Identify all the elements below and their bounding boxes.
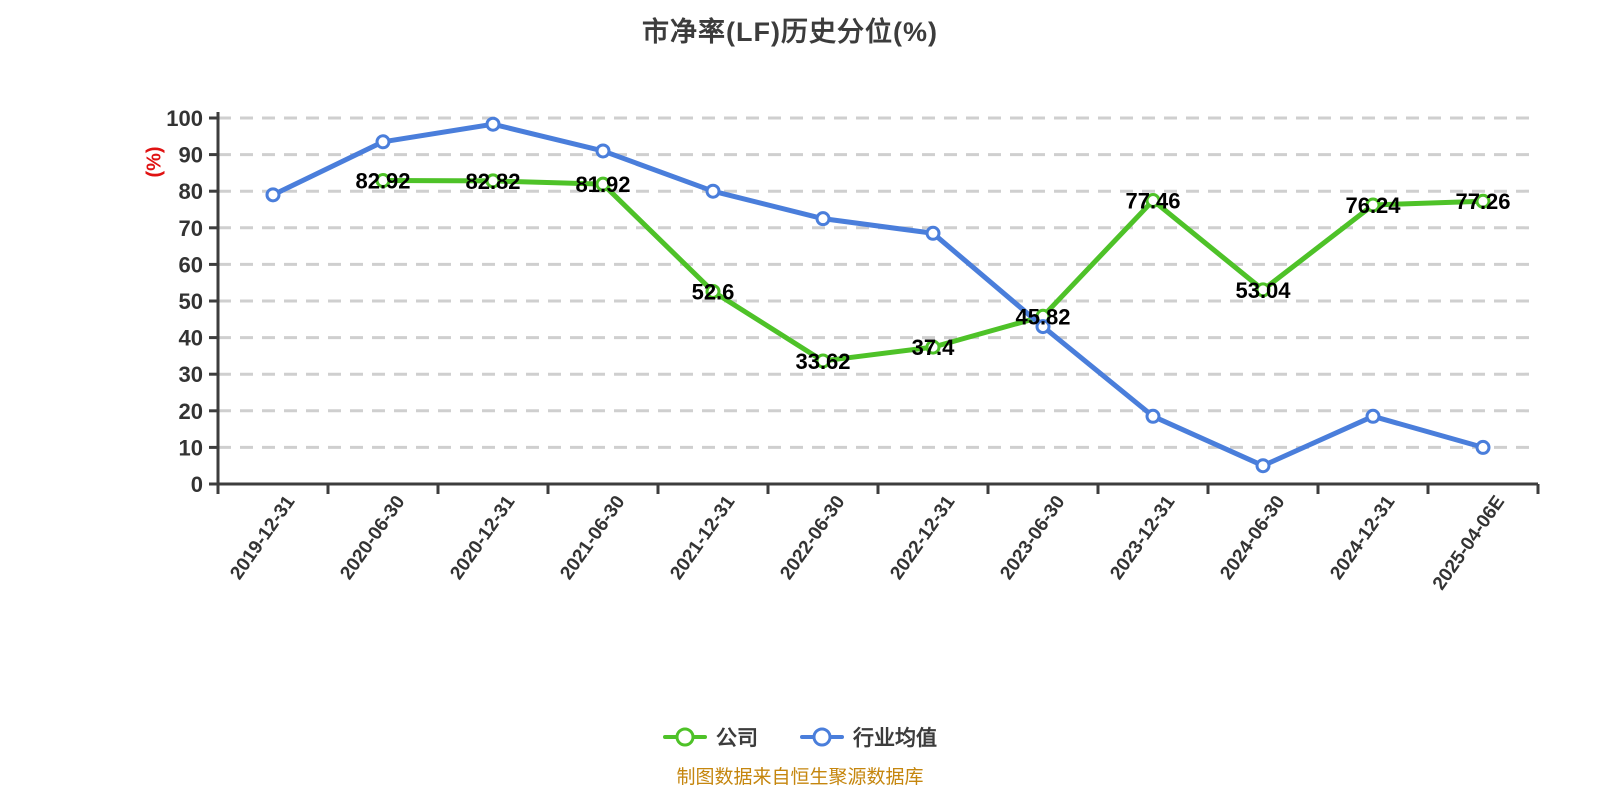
series-line-行业均值 <box>270 121 1486 469</box>
data-point-行业均值-2022-06-30[interactable] <box>815 211 831 227</box>
data-point-公司-2021-06-30[interactable] <box>595 176 611 192</box>
data-point-label: 53.04 <box>1235 278 1291 303</box>
data-point-公司-2024-06-30[interactable] <box>1255 282 1271 298</box>
data-point-公司-2022-06-30[interactable] <box>815 353 831 369</box>
data-point-label: 33.62 <box>795 349 850 374</box>
y-tick-label: 90 <box>179 143 203 168</box>
data-point-行业均值-2024-12-31[interactable] <box>1365 408 1381 424</box>
y-tick-label: 70 <box>179 216 203 241</box>
y-tick-label: 10 <box>179 435 203 460</box>
legend-label-company: 公司 <box>716 727 758 750</box>
y-tick-label: 40 <box>179 326 203 351</box>
legend-item-company[interactable]: 公司 <box>663 722 758 752</box>
data-point-label: 82.82 <box>465 169 520 194</box>
data-point-行业均值-2021-06-30[interactable] <box>595 143 611 159</box>
data-point-行业均值-2023-06-30[interactable] <box>1035 319 1051 335</box>
data-point-label: 82.92 <box>355 169 410 194</box>
y-tick-label: 0 <box>191 472 203 497</box>
data-point-公司-2023-12-31[interactable] <box>1145 192 1161 208</box>
data-point-公司-2022-12-31[interactable] <box>925 339 941 355</box>
data-point-公司-2024-12-31[interactable] <box>1365 197 1381 213</box>
data-point-label: 45.82 <box>1015 304 1070 329</box>
data-point-公司-2021-12-31[interactable] <box>705 283 721 299</box>
data-point-公司-2020-06-30[interactable] <box>375 173 391 189</box>
y-tick-label: 80 <box>179 179 203 204</box>
y-tick-label: 50 <box>179 289 203 314</box>
series-line-公司 <box>380 178 1486 364</box>
data-source-note: 制图数据来自恒生聚源数据库 <box>676 767 924 788</box>
data-point-label: 76.24 <box>1345 193 1401 218</box>
y-tick-label: 100 <box>166 106 203 131</box>
data-point-label: 52.6 <box>692 279 735 304</box>
data-point-label: 77.46 <box>1125 188 1180 213</box>
legend-label-industry-avg: 行业均值 <box>853 727 937 750</box>
y-tick-label: 20 <box>179 399 203 424</box>
data-point-label: 37.4 <box>912 335 956 360</box>
legend-item-industry-avg[interactable]: 行业均值 <box>800 722 937 752</box>
data-point-行业均值-2020-06-30[interactable] <box>375 134 391 150</box>
data-point-行业均值-2021-12-31[interactable] <box>705 183 721 199</box>
data-point-label: 77.26 <box>1455 189 1510 214</box>
data-point-label: 81.92 <box>575 172 630 197</box>
data-point-公司-2020-12-31[interactable] <box>485 173 501 189</box>
y-tick-label: 60 <box>179 252 203 277</box>
data-point-行业均值-2020-12-31[interactable] <box>485 116 501 132</box>
company-line-marker-icon <box>663 727 707 747</box>
data-point-行业均值-2022-12-31[interactable] <box>925 225 941 241</box>
data-point-行业均值-2024-06-30[interactable] <box>1255 458 1271 474</box>
data-point-行业均值-2023-12-31[interactable] <box>1145 408 1161 424</box>
chart-legend: 公司 行业均值 <box>0 720 1600 754</box>
data-point-行业均值-2019-12-31[interactable] <box>265 187 281 203</box>
data-point-行业均值-2025-04-06E[interactable] <box>1475 439 1491 455</box>
chart-title: 市净率(LF)历史分位(%) <box>642 17 938 47</box>
data-point-公司-2025-04-06E[interactable] <box>1475 193 1491 209</box>
industry-avg-line-marker-icon <box>800 727 844 747</box>
y-tick-label: 30 <box>179 362 203 387</box>
